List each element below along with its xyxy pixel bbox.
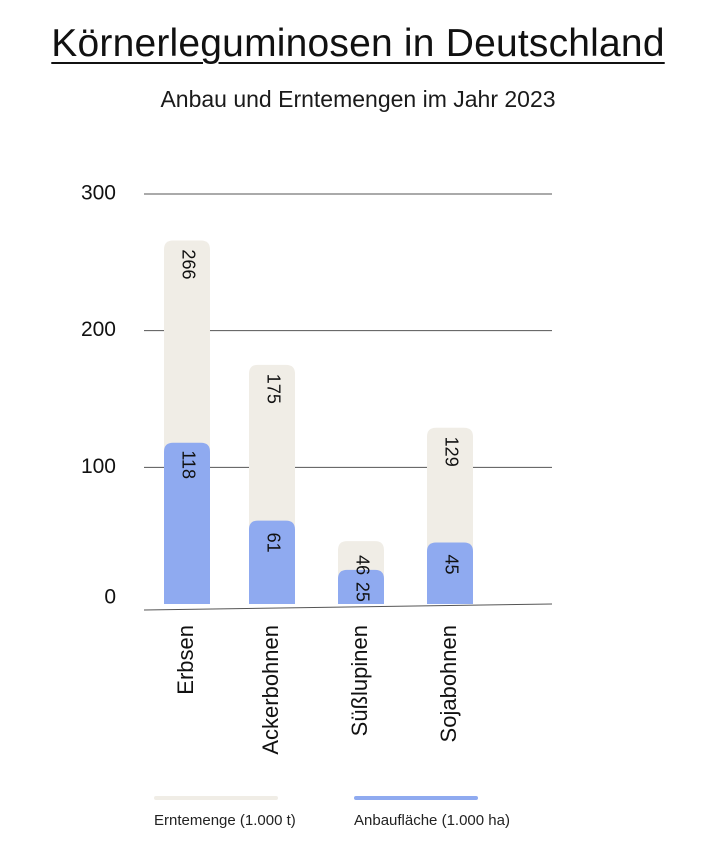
legend-label-harvest: Erntemenge (1.000 t) — [154, 812, 296, 829]
grid-lines — [143, 193, 553, 611]
x-axis-categories: Erbsen Ackerbohnen Süßlupinen Sojabohnen — [173, 625, 461, 755]
bar-area — [249, 520, 295, 604]
y-tick-label: 200 — [81, 318, 116, 341]
x-category-label: Sojabohnen — [436, 625, 461, 742]
x-category-label: Süßlupinen — [347, 625, 372, 736]
data-label-harvest: 175 — [263, 374, 283, 404]
chart-title: Körnerleguminosen in Deutschland — [51, 22, 665, 65]
y-tick-label: 300 — [81, 182, 116, 205]
y-tick-label: 100 — [81, 455, 116, 478]
data-label-area: 61 — [263, 533, 283, 553]
data-label-harvest: 46 — [352, 555, 372, 575]
legend-swatch-area — [354, 796, 478, 800]
data-label-harvest: 266 — [178, 249, 198, 279]
bar-area — [164, 442, 210, 604]
data-label-harvest: 129 — [441, 437, 461, 467]
bar-group-erbsen: 266 118 — [164, 240, 210, 604]
chart-subtitle: Anbau und Erntemengen im Jahr 2023 — [160, 86, 556, 112]
bar-group-sojabohnen: 129 45 — [427, 427, 473, 604]
y-axis-ticks: 0 100 200 300 — [81, 182, 116, 609]
x-category-label: Erbsen — [173, 625, 198, 695]
bar-group-ackerbohnen: 175 61 — [249, 364, 295, 604]
data-label-area: 118 — [178, 450, 198, 479]
bar-area — [427, 542, 473, 604]
baseline — [143, 603, 553, 611]
legend: Erntemenge (1.000 t) Anbaufläche (1.000 … — [0, 796, 716, 846]
legend-swatch-harvest — [154, 796, 278, 800]
legend-item-harvest: Erntemenge (1.000 t) — [154, 796, 296, 829]
x-category-label: Ackerbohnen — [258, 625, 283, 755]
legend-label-area: Anbaufläche (1.000 ha) — [354, 812, 510, 829]
bar-area — [338, 569, 384, 604]
data-label-area: 45 — [441, 554, 461, 574]
legend-item-area: Anbaufläche (1.000 ha) — [354, 796, 510, 829]
y-tick-label: 0 — [104, 586, 116, 609]
data-label-area: 25 — [352, 582, 372, 602]
